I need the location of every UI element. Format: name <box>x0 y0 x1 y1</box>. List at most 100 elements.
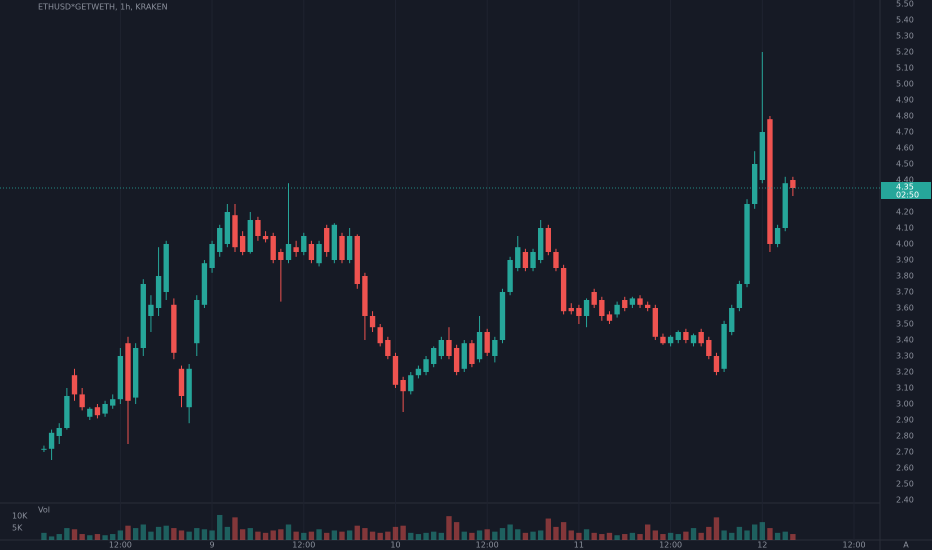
volume-bar <box>400 525 406 540</box>
x-tick-label: 12:00 <box>292 541 315 550</box>
y-tick-label: 2.60 <box>896 464 914 473</box>
candle-body <box>171 304 177 353</box>
volume-bar <box>690 528 697 540</box>
volume-bar <box>87 535 93 540</box>
volume-bar <box>461 531 467 540</box>
y-tick-label: 4.50 <box>896 160 914 169</box>
candle-body <box>362 276 368 316</box>
volume-bar <box>79 534 85 540</box>
candle-body <box>774 228 781 244</box>
candle-body <box>499 292 506 340</box>
volume-bar <box>239 529 246 540</box>
candle-body <box>530 252 536 268</box>
y-tick-label: 4.00 <box>896 240 914 249</box>
candle-body <box>408 375 414 392</box>
candle-body <box>41 448 47 450</box>
candle-body <box>324 228 330 252</box>
volume-bar <box>492 531 498 540</box>
volume-bar <box>583 529 590 540</box>
volume-bar <box>576 532 582 540</box>
volume-bar <box>446 516 452 540</box>
candle-body <box>140 284 146 348</box>
candle-body <box>56 428 62 436</box>
volume-bar <box>232 517 238 540</box>
volume-bar <box>262 532 269 540</box>
volume-bar <box>698 532 704 540</box>
y-tick-label: 3.30 <box>896 352 914 361</box>
volume-bar <box>614 535 620 540</box>
volume-bar <box>94 534 101 540</box>
candle-body <box>568 308 574 312</box>
volume-bar <box>209 530 215 540</box>
volume-bar <box>285 524 292 540</box>
autoscale-button[interactable]: A <box>903 541 909 550</box>
volume-bar <box>706 526 712 540</box>
volume-label: Vol <box>38 506 50 515</box>
candle-body <box>614 304 620 315</box>
volume-bar <box>56 534 62 540</box>
volume-bar <box>110 534 116 540</box>
last-price-label: 4.35 <box>896 183 914 192</box>
volume-bar <box>339 531 345 540</box>
volume-bar <box>499 528 506 540</box>
volume-bar <box>713 517 720 540</box>
candle-body <box>446 340 452 356</box>
y-tick-label: 4.70 <box>896 128 914 137</box>
candle-body <box>247 220 253 252</box>
volume-bar <box>270 530 276 540</box>
x-tick-label: 9 <box>210 541 215 550</box>
volume-bar <box>324 532 330 540</box>
candle-body <box>293 247 299 252</box>
x-tick-label: 11 <box>574 541 584 550</box>
volume-bar <box>683 531 689 540</box>
candle-body <box>339 236 345 260</box>
candle-body <box>744 204 750 284</box>
x-tick-label: 12:00 <box>842 541 865 550</box>
volume-bar <box>729 532 735 540</box>
volume-bar <box>629 532 636 540</box>
x-tick-label: 12:00 <box>476 541 499 550</box>
countdown-label: 02:50 <box>896 191 919 200</box>
candle-body <box>79 394 85 408</box>
volume-bar <box>385 531 391 540</box>
candle-body <box>492 340 498 356</box>
candle-body <box>217 228 223 252</box>
candle-body <box>606 314 613 321</box>
candle-body <box>484 332 490 353</box>
candle-body <box>476 332 483 360</box>
candle-body <box>652 308 658 337</box>
volume-bar <box>125 525 131 540</box>
volume-bar <box>675 534 681 540</box>
volume-bar <box>522 532 529 540</box>
candle-body <box>622 300 628 308</box>
chart-title: ETHUSD*GETWETH, 1h, KRAKEN <box>38 3 168 12</box>
y-tick-label: 4.20 <box>896 208 914 217</box>
volume-bar <box>759 522 765 540</box>
volume-bar <box>438 532 445 540</box>
volume-bar <box>132 528 139 540</box>
volume-bar <box>774 532 781 540</box>
candle-body <box>706 340 712 356</box>
volume-bar <box>560 522 567 540</box>
volume-bar <box>201 529 208 540</box>
volume-bar <box>637 534 643 540</box>
candle-body <box>690 335 697 344</box>
candle-body <box>767 119 773 244</box>
y-tick-label: 3.00 <box>896 400 914 409</box>
candle-body <box>308 244 315 260</box>
volume-bar <box>354 525 360 540</box>
candle-body <box>637 298 643 305</box>
volume-bar <box>782 531 788 540</box>
volume-bar <box>667 532 674 540</box>
volume-bar <box>423 532 429 540</box>
volume-bar <box>293 531 299 540</box>
candle-body <box>316 244 322 264</box>
volume-bar <box>431 531 437 540</box>
volume-bar <box>331 530 338 540</box>
volume-bar <box>224 526 231 540</box>
candle-body <box>645 304 651 308</box>
volume-bar <box>645 524 651 540</box>
volume-bar <box>507 524 513 540</box>
